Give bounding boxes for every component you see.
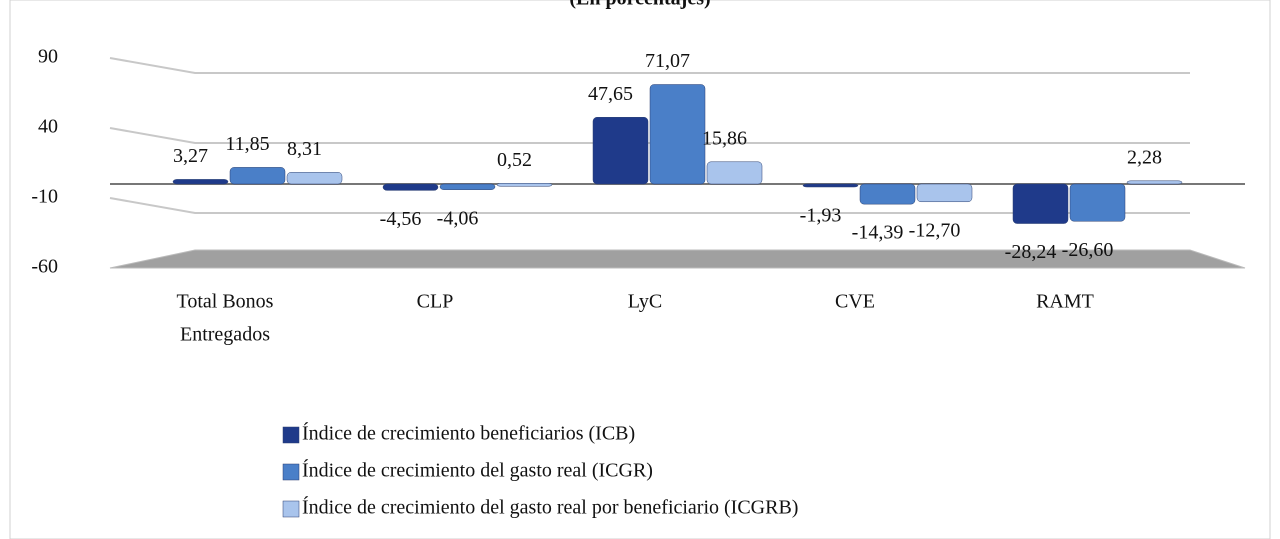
data-label: 71,07 (645, 50, 690, 72)
bar (859, 183, 916, 205)
legend-swatch (282, 500, 300, 518)
bar (916, 183, 973, 203)
bar (706, 161, 763, 185)
data-label: -12,70 (909, 219, 961, 241)
data-label: 3,27 (173, 145, 208, 167)
bar (802, 183, 859, 188)
y-tick-label: 40 (38, 116, 58, 138)
x-tick-label: Total Bonos (177, 291, 274, 313)
bar (592, 117, 649, 185)
bar (1069, 183, 1126, 222)
chart-border (9, 0, 1271, 539)
bar (1126, 180, 1183, 185)
legend-label: Índice de crecimiento beneficiarios (ICB… (302, 422, 635, 445)
data-label: 0,52 (497, 149, 532, 171)
data-label: -4,56 (380, 208, 422, 230)
bar (439, 183, 496, 190)
legend-label: Índice de crecimiento del gasto real (IC… (302, 459, 653, 482)
data-label: 8,31 (287, 138, 322, 160)
grid-line (109, 127, 1190, 144)
data-label: 11,85 (225, 133, 269, 155)
data-label: 47,65 (588, 83, 633, 105)
y-tick-label: 90 (38, 46, 58, 68)
legend-swatch (282, 426, 300, 444)
x-tick-label: Entregados (180, 324, 270, 346)
bar (172, 179, 229, 185)
data-label: -14,39 (852, 222, 904, 244)
data-label: -28,24 (1005, 241, 1057, 263)
bar (496, 183, 553, 187)
legend-swatch (282, 463, 300, 481)
bar (286, 172, 343, 185)
chart-title: (En porcentajes) (569, 0, 710, 10)
legend-label: Índice de crecimiento del gasto real por… (302, 496, 798, 519)
data-label: 15,86 (702, 127, 747, 149)
grid-line (109, 57, 1190, 74)
x-tick-label: LyC (628, 291, 662, 313)
x-tick-label: CVE (835, 291, 875, 313)
data-label: -4,06 (437, 207, 479, 229)
y-tick-label: -60 (31, 256, 58, 278)
bar (649, 84, 706, 185)
bar (382, 183, 439, 191)
x-tick-label: RAMT (1036, 291, 1094, 313)
data-label: 2,28 (1127, 146, 1162, 168)
bar (1012, 183, 1069, 224)
data-label: -1,93 (800, 204, 842, 226)
grid-line (109, 197, 1190, 214)
x-tick-label: CLP (417, 291, 454, 313)
floor (109, 249, 1246, 269)
y-tick-label: -10 (31, 186, 58, 208)
data-label: -26,60 (1062, 239, 1114, 261)
bar (229, 167, 286, 185)
